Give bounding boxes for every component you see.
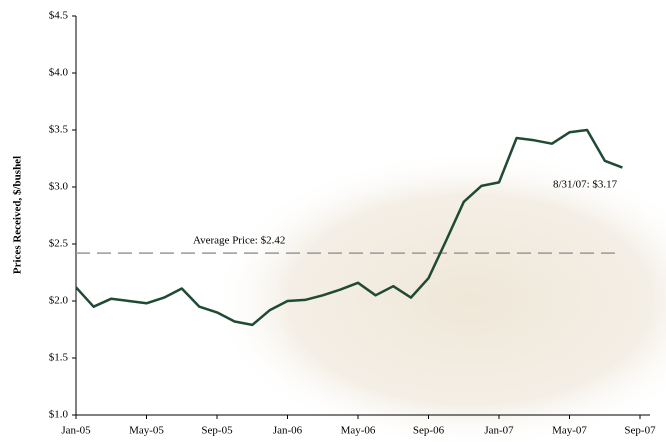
- x-tick-label: May-07: [552, 425, 587, 437]
- y-tick-label: $3.5: [49, 124, 69, 136]
- x-tick-label: Jan-06: [273, 425, 303, 437]
- y-tick-label: $1.0: [49, 409, 69, 421]
- x-tick-label: Sep-05: [201, 425, 233, 437]
- x-tick-label: Sep-07: [624, 425, 656, 437]
- y-tick-label: $4.0: [49, 67, 69, 79]
- x-tick-label: May-05: [129, 425, 164, 437]
- end-annotation: 8/31/07: $3.17: [553, 179, 618, 191]
- x-tick-label: Jan-07: [484, 425, 514, 437]
- x-tick-label: Sep-06: [413, 425, 445, 437]
- y-tick-label: $3.0: [49, 181, 69, 193]
- y-tick-label: $1.5: [49, 352, 69, 364]
- y-axis-label: Prices Received, $/bushel: [12, 156, 24, 274]
- y-tick-label: $2.0: [49, 295, 69, 307]
- x-tick-label: Jan-05: [61, 425, 91, 437]
- y-tick-label: $4.5: [49, 10, 69, 22]
- y-tick-label: $2.5: [49, 238, 69, 250]
- background-decoration: [210, 150, 666, 442]
- average-label: Average Price: $2.42: [193, 235, 285, 247]
- x-tick-label: May-06: [341, 425, 376, 437]
- chart: Prices Received, $/bushel $1.0 $1.5 $2.0 $2…: [0, 0, 666, 442]
